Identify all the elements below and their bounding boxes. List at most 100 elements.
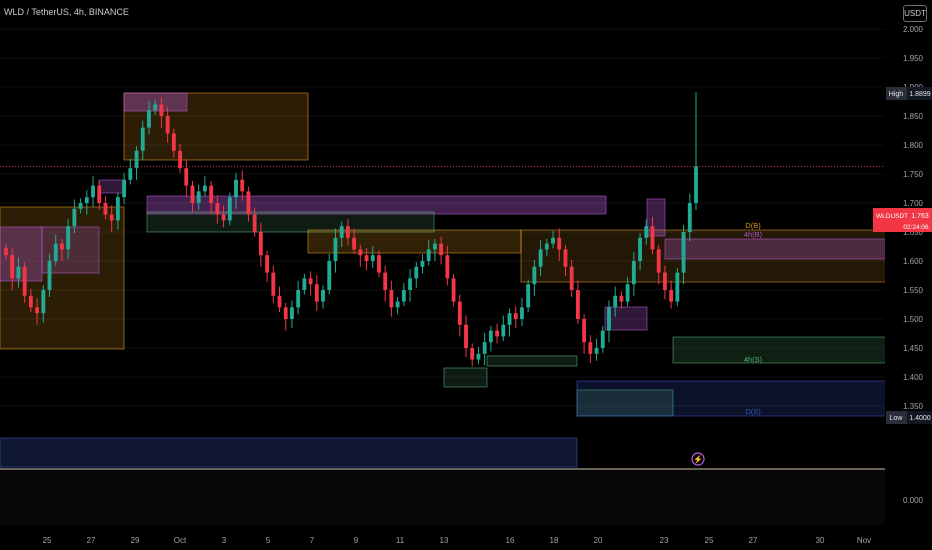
current-price-countdown: 02:24:06 bbox=[903, 224, 929, 231]
candle bbox=[122, 179, 127, 198]
candle bbox=[159, 104, 164, 116]
candle bbox=[258, 232, 263, 256]
candle bbox=[538, 249, 543, 267]
candle bbox=[389, 290, 394, 308]
candle bbox=[675, 272, 680, 302]
zone-labels: D(B)4h(B) 4h(S) D(S) bbox=[744, 221, 763, 416]
hl-value: 1.8899 bbox=[909, 91, 931, 98]
candle bbox=[420, 261, 425, 267]
oscillator-tick-label: 0.000 bbox=[903, 496, 924, 505]
time-tick-label: 3 bbox=[222, 536, 227, 545]
candle bbox=[501, 324, 506, 337]
candle bbox=[451, 278, 456, 302]
candle bbox=[91, 185, 95, 198]
price-tick-label: 1.400 bbox=[903, 373, 924, 382]
time-tick-label: 7 bbox=[310, 536, 315, 545]
time-tick-label: 11 bbox=[396, 536, 405, 545]
price-tick-label: 1.950 bbox=[903, 54, 924, 63]
candle bbox=[345, 226, 350, 238]
hl-tag-label: Low bbox=[890, 415, 904, 422]
candle bbox=[457, 301, 462, 325]
candle bbox=[314, 284, 319, 302]
candle bbox=[333, 237, 338, 261]
zone-box bbox=[0, 206, 125, 350]
candle bbox=[221, 214, 226, 221]
time-tick-label: 23 bbox=[660, 536, 669, 545]
candle bbox=[613, 295, 618, 308]
zone-box bbox=[486, 355, 578, 367]
candle bbox=[128, 168, 133, 180]
candle bbox=[470, 348, 475, 360]
zone-box bbox=[146, 195, 607, 215]
candle bbox=[103, 203, 108, 215]
price-axis[interactable]: 2.0001.9501.9001.8501.8001.7501.7001.650… bbox=[885, 0, 932, 530]
candle bbox=[16, 266, 21, 279]
zone-box bbox=[646, 198, 666, 237]
time-tick-label: 25 bbox=[43, 536, 52, 545]
currency-button[interactable]: USDT bbox=[903, 5, 927, 22]
candle bbox=[377, 255, 381, 273]
candle bbox=[544, 243, 549, 250]
candle bbox=[439, 243, 444, 256]
candle bbox=[395, 301, 400, 308]
current-price-value: 1.763 bbox=[911, 213, 929, 220]
candle bbox=[551, 237, 555, 244]
candle bbox=[202, 185, 207, 192]
oscillator-area bbox=[0, 470, 885, 525]
candle bbox=[4, 248, 8, 256]
price-tick-label: 1.700 bbox=[903, 199, 924, 208]
axis-bg bbox=[0, 530, 932, 550]
candle bbox=[271, 272, 276, 296]
candle bbox=[414, 266, 419, 279]
candle bbox=[277, 295, 282, 308]
time-tick-label: 16 bbox=[506, 536, 515, 545]
candle bbox=[662, 272, 667, 290]
candle bbox=[97, 185, 102, 203]
zone-box bbox=[123, 92, 309, 161]
candle bbox=[588, 342, 593, 354]
hl-value-bg bbox=[907, 87, 932, 100]
candle bbox=[234, 179, 238, 198]
candle bbox=[513, 313, 518, 319]
price-tick-label: 1.550 bbox=[903, 286, 924, 295]
candle bbox=[265, 255, 270, 273]
candle bbox=[532, 266, 537, 285]
zone-box bbox=[576, 389, 674, 417]
zone-box bbox=[576, 380, 932, 417]
candle bbox=[66, 226, 71, 250]
time-tick-label: 18 bbox=[550, 536, 559, 545]
candle bbox=[370, 255, 375, 261]
candle bbox=[352, 237, 357, 250]
candle bbox=[109, 214, 114, 221]
candle bbox=[607, 307, 611, 331]
candle bbox=[302, 278, 307, 290]
price-tick-label: 1.650 bbox=[903, 228, 924, 237]
hl-value-bg bbox=[907, 411, 932, 424]
candle bbox=[178, 150, 182, 169]
time-tick-label: 30 bbox=[816, 536, 825, 545]
zone-label: D(B) bbox=[745, 221, 761, 230]
candle bbox=[432, 243, 437, 250]
candle bbox=[190, 185, 195, 203]
candle bbox=[53, 243, 58, 261]
candle bbox=[47, 261, 52, 290]
price-tick-label: 1.800 bbox=[903, 141, 924, 150]
time-tick-label: Oct bbox=[174, 536, 187, 545]
alert-icon bbox=[691, 452, 705, 466]
candle bbox=[240, 179, 245, 192]
zone-box bbox=[604, 306, 648, 331]
candle bbox=[625, 284, 630, 302]
candle bbox=[526, 284, 531, 308]
time-axis[interactable]: 25 27 29 Oct 3 5 7 9 11 13 16 18 20 23 25 27 30 Nov bbox=[0, 530, 932, 550]
candle bbox=[476, 353, 481, 360]
candle bbox=[694, 166, 698, 203]
candle bbox=[184, 168, 189, 186]
candle bbox=[495, 330, 500, 337]
candle bbox=[644, 226, 649, 238]
hl-tag-label: High bbox=[889, 91, 904, 98]
candle bbox=[339, 226, 344, 238]
candle bbox=[408, 278, 412, 290]
hl-tag bbox=[886, 411, 907, 424]
